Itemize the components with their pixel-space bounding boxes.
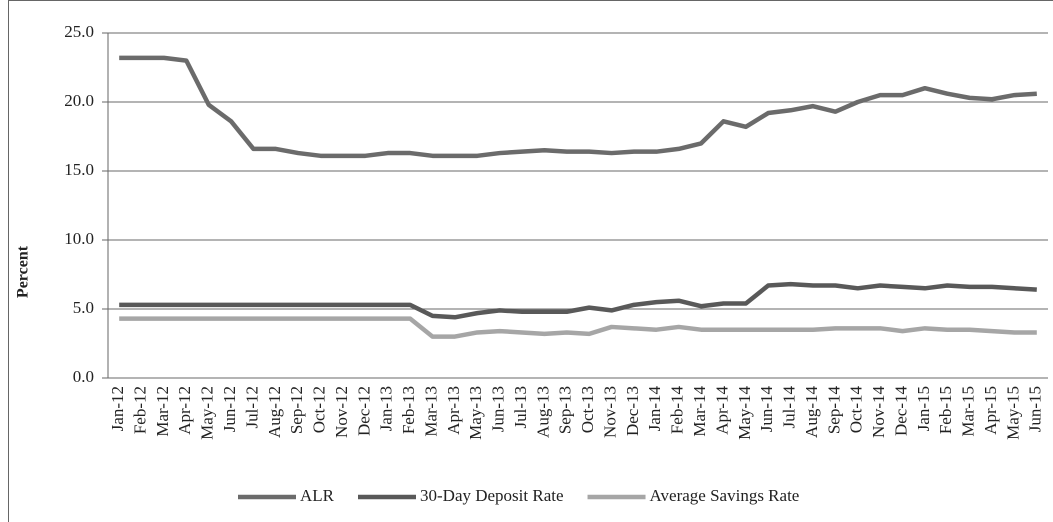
x-tick-label: Mar-12 [153, 386, 172, 437]
legend-label: Average Savings Rate [650, 486, 800, 505]
x-tick-label: Jun-15 [1026, 386, 1045, 432]
x-tick-label: Jan-12 [108, 386, 127, 431]
x-tick-label: Dec-13 [623, 386, 642, 436]
x-tick-label: Apr-15 [981, 386, 1000, 435]
x-tick-label: Oct-13 [578, 386, 597, 433]
x-tick-label: Apr-13 [444, 386, 463, 435]
x-tick-label: Aug-13 [533, 386, 552, 438]
x-tick-label: May-12 [198, 386, 217, 440]
x-tick-label: Feb-12 [130, 386, 149, 434]
y-axis-label: Percent [15, 245, 32, 298]
x-tick-label: May-15 [1003, 386, 1022, 440]
y-tick-label: 20.0 [64, 91, 94, 110]
series-line [119, 316, 1037, 339]
x-tick-label: Apr-12 [175, 386, 194, 435]
chart-frame [8, 0, 1053, 522]
x-tick-label: Nov-12 [332, 386, 351, 438]
x-tick-label: Jan-15 [914, 386, 933, 431]
x-tick-label: Sep-13 [556, 386, 575, 434]
x-tick-label: Nov-13 [600, 386, 619, 438]
x-tick-label: Feb-13 [399, 386, 418, 434]
series-line [119, 55, 1037, 159]
x-tick-label: Apr-14 [712, 386, 731, 435]
series-line [119, 281, 1037, 320]
x-tick-label: Jun-13 [489, 386, 508, 432]
x-tick-label: Sep-14 [824, 386, 843, 435]
x-tick-label: Jan-13 [377, 386, 396, 431]
x-tick-label: May-14 [735, 386, 754, 440]
x-tick-label: Oct-12 [310, 386, 329, 433]
x-tick-label: Sep-12 [287, 386, 306, 434]
x-tick-label: Nov-14 [869, 386, 888, 438]
x-tick-label: Jul-14 [780, 386, 799, 429]
x-tick-label: Feb-15 [936, 386, 955, 434]
y-tick-label: 25.0 [64, 22, 94, 41]
x-tick-label: Mar-14 [690, 386, 709, 437]
legend-label: 30-Day Deposit Rate [420, 486, 564, 505]
x-tick-label: Jul-13 [511, 386, 530, 429]
x-tick-label: Dec-14 [891, 386, 910, 437]
legend-label: ALR [300, 486, 335, 505]
y-tick-label: 5.0 [73, 298, 94, 317]
x-tick-label: May-13 [466, 386, 485, 440]
x-tick-label: Jun-14 [757, 386, 776, 433]
x-tick-label: Mar-15 [959, 386, 978, 437]
x-tick-label: Feb-14 [668, 386, 687, 435]
x-tick-label: Jul-12 [242, 386, 261, 429]
x-tick-label: Aug-12 [265, 386, 284, 438]
x-tick-label: Jun-12 [220, 386, 239, 432]
x-tick-label: Aug-14 [802, 386, 821, 438]
x-tick-label: Dec-12 [354, 386, 373, 436]
x-tick-label: Jan-14 [645, 386, 664, 432]
y-tick-label: 10.0 [64, 229, 94, 248]
y-tick-label: 15.0 [64, 160, 94, 179]
y-tick-label: 0.0 [73, 367, 94, 386]
x-tick-label: Mar-13 [421, 386, 440, 437]
x-tick-label: Oct-14 [847, 386, 866, 434]
